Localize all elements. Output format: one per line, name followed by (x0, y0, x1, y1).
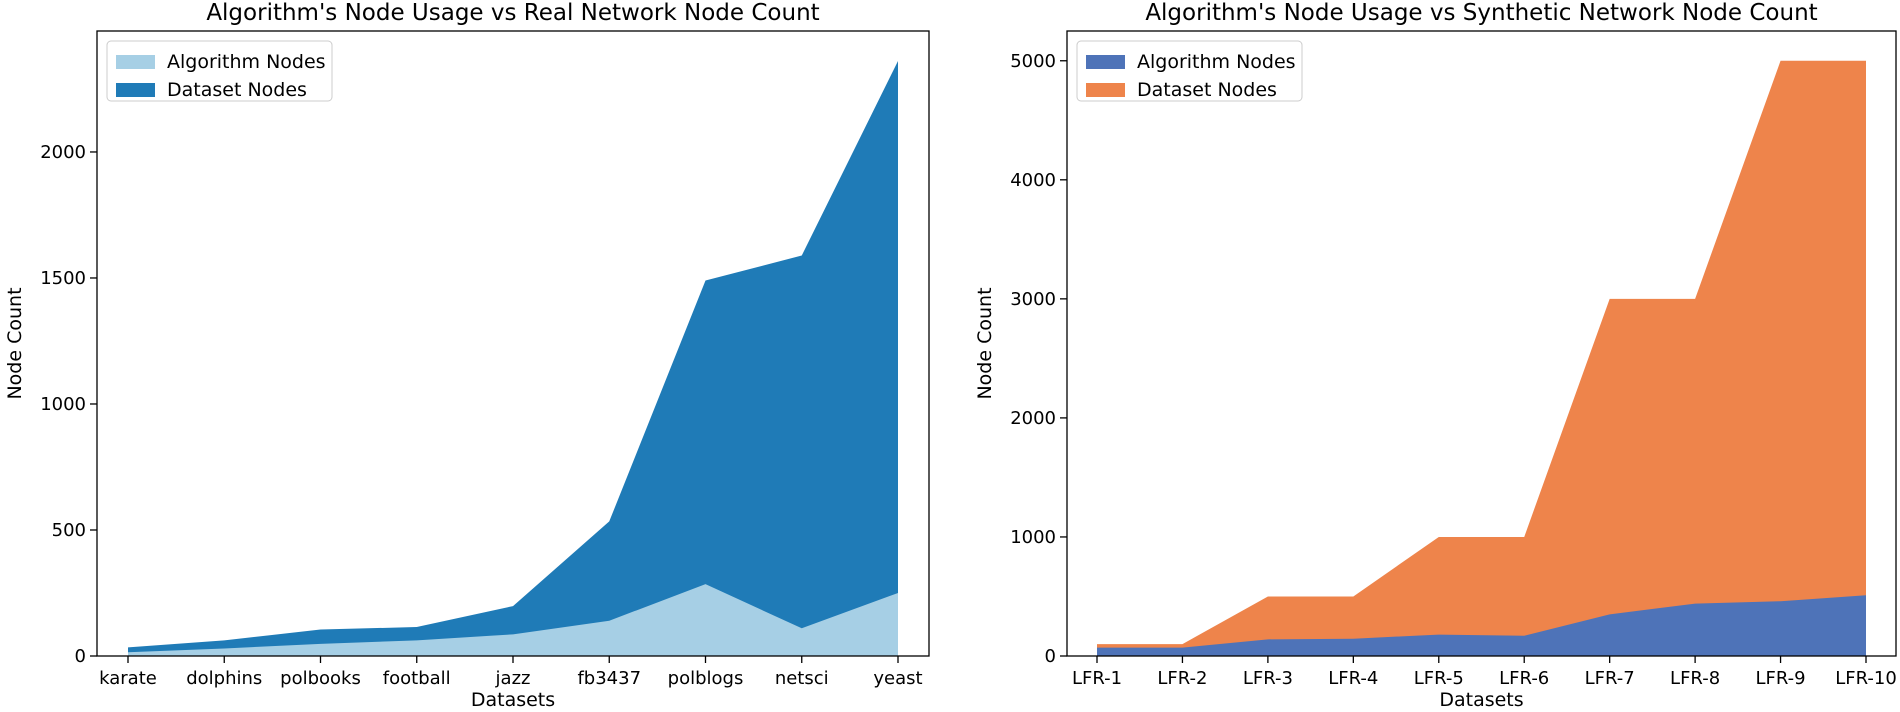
area-algorithm-nodes (128, 584, 898, 656)
chart-title: Algorithm's Node Usage vs Synthetic Netw… (1145, 0, 1817, 26)
legend: Algorithm Nodes Dataset Nodes (106, 40, 333, 102)
y-tick-label: 0 (75, 646, 86, 667)
legend-swatch-dataset-nodes (116, 83, 155, 97)
legend-box (106, 40, 333, 102)
chart-title: Algorithm's Node Usage vs Real Network N… (206, 0, 819, 26)
y-tick-label: 1000 (40, 394, 86, 415)
x-axis-label: Datasets (471, 689, 555, 711)
x-tick-label: LFR-2 (1157, 668, 1207, 689)
area-dataset-nodes (1097, 60, 1866, 657)
x-tick-label: LFR-7 (1585, 668, 1635, 689)
x-tick-label: football (383, 668, 451, 689)
y-tick-label: 2000 (40, 142, 86, 163)
x-tick-label: karate (99, 668, 157, 689)
x-tick-label: LFR-4 (1328, 668, 1378, 689)
area-dataset-nodes (128, 60, 898, 656)
legend-label: Dataset Nodes (167, 79, 307, 101)
y-tick-label: 4000 (1010, 170, 1056, 191)
y-tick-label: 2000 (1010, 408, 1056, 429)
y-tick-label: 3000 (1010, 289, 1056, 310)
y-axis-label: Node Count (4, 287, 26, 399)
y-tick-label: 1500 (40, 268, 86, 289)
x-tick-label: LFR-9 (1756, 668, 1806, 689)
legend-box (1076, 40, 1303, 102)
y-tick-label: 0 (1045, 646, 1056, 667)
legend-swatch-algorithm-nodes (116, 55, 155, 69)
legend-label: Algorithm Nodes (1137, 51, 1296, 73)
y-axis-label: Node Count (974, 287, 996, 399)
legend-label: Algorithm Nodes (167, 51, 326, 73)
x-axis-label: Datasets (1439, 689, 1523, 711)
chart-panel-1: 0 500 1000 1500 2000 karate dolphins polbooks fo… (4, 0, 930, 711)
legend: Algorithm Nodes Dataset Nodes (1076, 40, 1303, 102)
legend-swatch-dataset-nodes (1086, 83, 1125, 97)
x-tick-label: LFR-1 (1072, 668, 1122, 689)
x-tick-label: polblogs (668, 668, 744, 689)
legend-swatch-algorithm-nodes (1086, 55, 1125, 69)
x-tick-label: LFR-5 (1414, 668, 1464, 689)
plot-frame (1066, 30, 1897, 657)
chart-panel-2: 0 1000 2000 3000 4000 5000 LFR-1 LFR-2 LFR-3 LFR-… (974, 0, 1897, 711)
area-algorithm-nodes (1097, 595, 1866, 656)
x-tick-label: LFR-6 (1499, 668, 1549, 689)
y-tick-label: 500 (52, 520, 86, 541)
x-tick-label: LFR-3 (1243, 668, 1293, 689)
x-tick-label: dolphins (186, 668, 262, 689)
x-tick-label: LFR-8 (1670, 668, 1720, 689)
legend-label: Dataset Nodes (1137, 79, 1277, 101)
x-tick-label: jazz (495, 668, 531, 689)
x-tick-label: LFR-10 (1835, 668, 1897, 689)
y-tick-label: 1000 (1010, 527, 1056, 548)
x-tick-label: yeast (873, 668, 922, 689)
y-tick-label: 5000 (1010, 51, 1056, 72)
x-tick-label: fb3437 (577, 668, 641, 689)
x-tick-label: polbooks (280, 668, 361, 689)
x-tick-label: netsci (775, 668, 829, 689)
